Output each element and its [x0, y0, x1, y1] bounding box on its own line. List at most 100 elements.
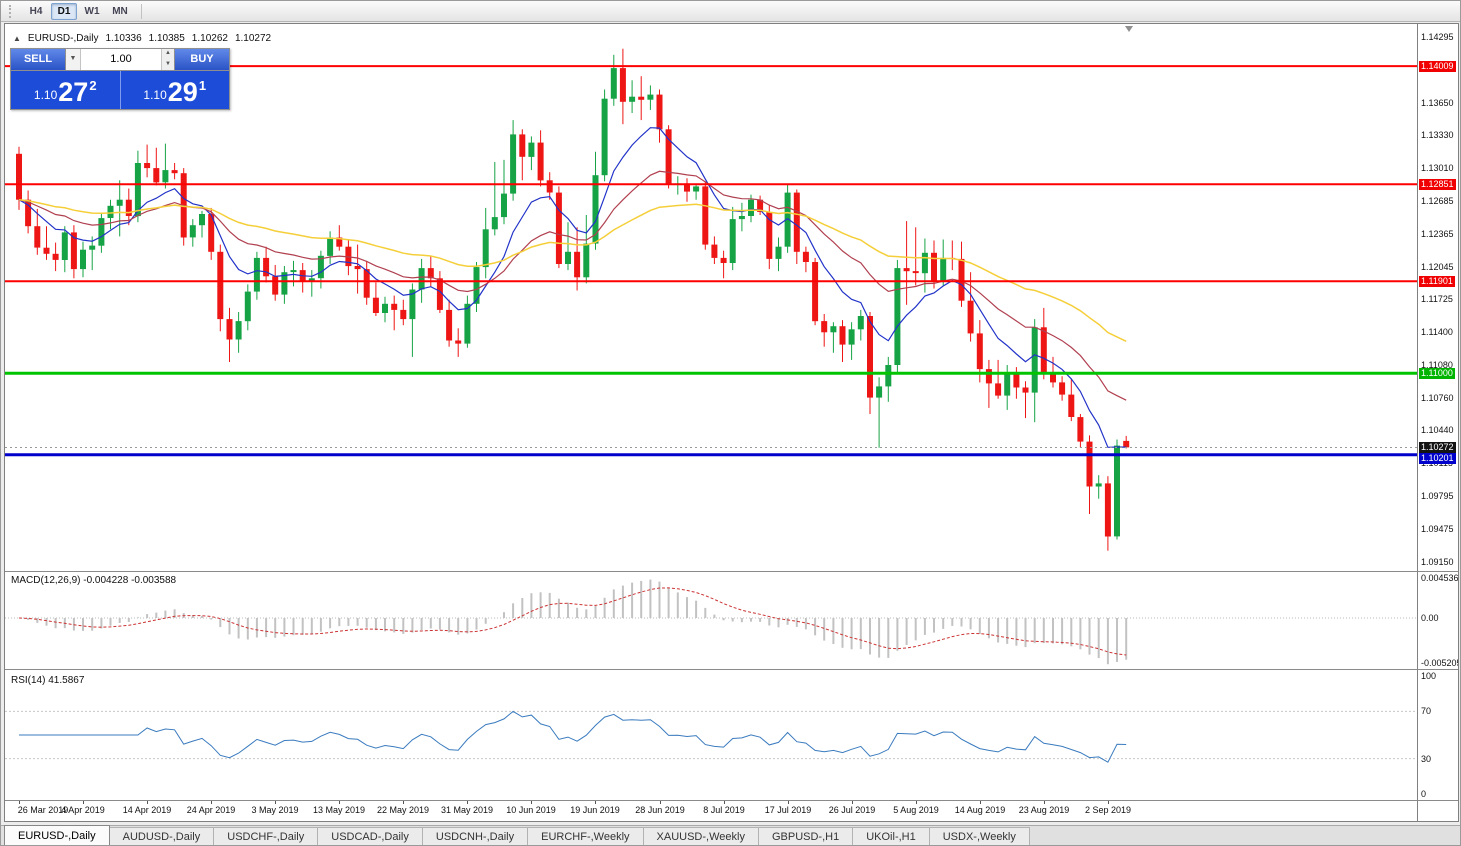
- date-tick: [980, 801, 981, 804]
- x-axis-label: 19 Jun 2019: [570, 805, 620, 815]
- date-tick: [339, 801, 340, 804]
- sell-price-sup: 2: [89, 78, 97, 93]
- sell-price-base: 1.10: [33, 88, 58, 102]
- timeframe-button-d1[interactable]: D1: [51, 2, 77, 20]
- chart-tab-xauusd[interactable]: XAUUSD-,Weekly: [642, 827, 759, 845]
- price-tick-label: 1.11080: [1421, 360, 1453, 370]
- chart-header: ▲ EURUSD-,Daily 1.10336 1.10385 1.10262 …: [13, 33, 271, 44]
- buy-price[interactable]: 1.10 29 1: [121, 71, 230, 109]
- x-axis-label: 26 Jul 2019: [828, 805, 876, 815]
- price-tick-label: 1.12365: [1421, 229, 1454, 239]
- main-chart-svg[interactable]: [5, 24, 1417, 571]
- date-tick: [147, 801, 148, 804]
- price-tick-label: 1.12045: [1421, 262, 1454, 272]
- volume-spinner-up-icon[interactable]: ▲: [162, 49, 174, 60]
- price-tick-label: 1.10440: [1421, 425, 1454, 435]
- price-tick-label: 1.13010: [1421, 163, 1454, 173]
- sell-price[interactable]: 1.10 27 2: [11, 71, 121, 109]
- date-tick: [275, 801, 276, 804]
- volume-dropdown-icon[interactable]: ▼: [66, 49, 81, 70]
- ohlc-open: 1.10336: [105, 33, 142, 44]
- date-tick: [595, 801, 596, 804]
- chart-tab-usdcnh[interactable]: USDCNH-,Daily: [421, 827, 529, 845]
- rsi-svg[interactable]: [5, 670, 1417, 800]
- x-axis-label: 17 Jul 2019: [764, 805, 812, 815]
- price-tick-label: 1.14295: [1421, 32, 1454, 42]
- sell-price-big: 27: [58, 77, 89, 107]
- x-axis-label: 2 Sep 2019: [1084, 805, 1132, 815]
- x-axis-label: 3 May 2019: [251, 805, 299, 815]
- timeframe-button-w1[interactable]: W1: [84, 5, 100, 17]
- ohlc-close: 1.10272: [234, 33, 272, 44]
- buy-price-base: 1.10: [143, 88, 167, 102]
- chart-tab-usdchf[interactable]: USDCHF-,Daily: [213, 827, 319, 845]
- trade-panel-prices: 1.10 27 2 1.10 29 1: [11, 71, 229, 109]
- macd-scale-label: -0.005205: [1421, 658, 1459, 668]
- x-axis-label: 23 Aug 2019: [1018, 805, 1070, 815]
- rsi-label: RSI(14) 41.5867: [11, 675, 85, 686]
- timeframe-buttons: H4 D1 W1 MN: [22, 2, 134, 20]
- rsi-scale-label: 0: [1421, 789, 1427, 799]
- one-click-trading-panel: SELL ▼ 1.00 ▲ ▼ BUY 1.10 27 2: [10, 48, 230, 110]
- chart-symbol-label: EURUSD-,Daily: [27, 33, 99, 44]
- date-axis[interactable]: 26 Mar 2019 4 Apr 2019 14 Apr 2019 24 Apr 2…: [5, 801, 1417, 821]
- price-tick-label: 1.11725: [1421, 294, 1453, 304]
- x-axis-label: 13 May 2019: [312, 805, 366, 815]
- price-scale[interactable]: 1.14295 1.13650 1.13330 1.13010 1.12685 1.123…: [1417, 24, 1458, 821]
- macd-panel-separator[interactable]: [5, 571, 1458, 572]
- date-tick: [19, 801, 20, 804]
- chart-window: 1.14295 1.13650 1.13330 1.13010 1.12685 1.123…: [4, 23, 1459, 822]
- toolbar-separator: [141, 3, 142, 19]
- chart-tab-gbpusd[interactable]: GBPUSD-,H1: [757, 827, 854, 845]
- chart-tab-usdcad[interactable]: USDCAD-,Daily: [317, 827, 423, 845]
- rsi-panel-separator[interactable]: [5, 669, 1458, 670]
- buy-price-big: 29: [167, 77, 198, 107]
- price-tick-label: 1.09150: [1421, 557, 1454, 567]
- macd-scale-label: 0.00: [1421, 613, 1439, 623]
- chart-tab-eurchf[interactable]: EURCHF-,Weekly: [527, 827, 644, 845]
- price-badge: 1.11000: [1419, 368, 1455, 379]
- chart-tab-usdx[interactable]: USDX-,Weekly: [928, 827, 1030, 845]
- chart-tab-audusd[interactable]: AUDUSD-,Daily: [108, 827, 215, 845]
- date-tick: [83, 801, 84, 804]
- price-tick-label: 1.13330: [1421, 130, 1454, 140]
- date-tick: [403, 801, 404, 804]
- price-tick-label: 1.09795: [1421, 491, 1454, 501]
- price-badge: 1.10201: [1419, 453, 1456, 464]
- rsi-scale-label: 100: [1421, 671, 1437, 681]
- date-tick: [467, 801, 468, 804]
- macd-scale-label: 0.004536: [1421, 573, 1459, 583]
- date-axis-separator: [5, 800, 1458, 801]
- chart-tab-ukoil[interactable]: UKOil-,H1: [852, 827, 930, 845]
- price-badge: 1.10272: [1419, 442, 1456, 453]
- date-tick: [660, 801, 661, 804]
- volume-input[interactable]: 1.00: [110, 53, 132, 65]
- sell-button[interactable]: SELL: [11, 49, 66, 70]
- x-axis-label: 22 May 2019: [376, 805, 430, 815]
- x-axis-label: 28 Jun 2019: [635, 805, 685, 815]
- price-tick-label: 1.13650: [1421, 98, 1454, 108]
- volume-spinner-down-icon[interactable]: ▼: [162, 59, 174, 70]
- buy-button[interactable]: BUY: [174, 49, 229, 70]
- x-axis-label: 24 Apr 2019: [186, 805, 236, 815]
- x-axis-label: 14 Apr 2019: [122, 805, 172, 815]
- chart-tab-eurusd[interactable]: EURUSD-,Daily: [4, 825, 110, 845]
- volume-spinner[interactable]: ▲ ▼: [161, 49, 174, 70]
- one-click-collapse-icon[interactable]: ▲: [13, 34, 21, 43]
- macd-label: MACD(12,26,9) -0.004228 -0.003588: [11, 575, 177, 586]
- timeframe-button-h4[interactable]: H4: [29, 5, 43, 17]
- macd-svg[interactable]: [5, 572, 1417, 669]
- trade-panel-controls: SELL ▼ 1.00 ▲ ▼ BUY: [11, 49, 229, 71]
- timeframe-button-mn[interactable]: MN: [112, 5, 128, 17]
- toolbar-grip-handle[interactable]: [9, 4, 14, 18]
- rsi-scale-label: 30: [1421, 754, 1432, 764]
- ohlc-high: 1.10385: [148, 33, 185, 44]
- price-tick-label: 1.10760: [1421, 393, 1454, 403]
- volume-control: ▼ 1.00 ▲ ▼: [66, 49, 174, 70]
- price-badge: 1.14009: [1419, 61, 1456, 72]
- date-tick: [1108, 801, 1109, 804]
- chart-tabs: EURUSD-,Daily AUDUSD-,Daily USDCHF-,Daily U…: [1, 825, 1460, 845]
- rsi-scale-label: 70: [1421, 706, 1432, 716]
- chart-shift-marker[interactable]: [1125, 26, 1133, 32]
